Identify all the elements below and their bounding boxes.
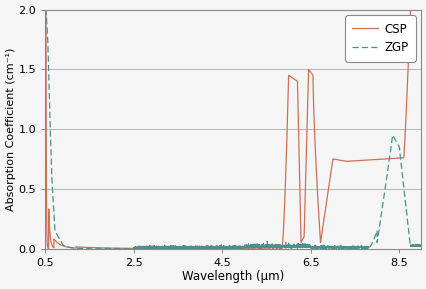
Legend: CSP, ZGP: CSP, ZGP (345, 15, 414, 62)
ZGP (268, 244, 273, 248)
CSP (418, 8, 423, 11)
ZGP (351, 246, 356, 250)
CSP (322, 204, 328, 207)
CSP (111, 247, 116, 250)
CSP (43, 8, 48, 11)
ZGP (131, 247, 136, 250)
ZGP (111, 247, 116, 250)
ZGP (43, 8, 48, 11)
X-axis label: Wavelength (μm): Wavelength (μm) (182, 271, 284, 284)
Line: CSP: CSP (45, 10, 420, 249)
CSP (287, 75, 292, 78)
CSP (351, 159, 356, 163)
ZGP (287, 246, 292, 249)
ZGP (186, 245, 191, 249)
ZGP (418, 244, 423, 248)
Line: ZGP: ZGP (45, 10, 420, 249)
ZGP (322, 245, 328, 249)
Y-axis label: Absorption Coefficient (cm⁻¹): Absorption Coefficient (cm⁻¹) (6, 47, 15, 211)
CSP (186, 245, 191, 249)
CSP (46, 247, 51, 250)
CSP (268, 245, 273, 248)
